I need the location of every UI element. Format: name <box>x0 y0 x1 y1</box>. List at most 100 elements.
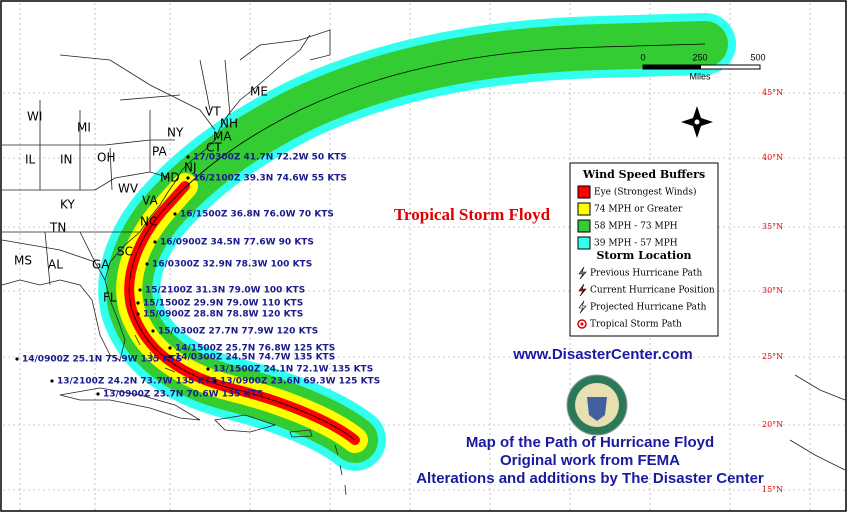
state-label: TN <box>49 221 66 235</box>
state-label: NC <box>140 215 157 229</box>
credit-line: Alterations and additions by The Disaste… <box>416 470 764 487</box>
storm-point <box>213 379 217 383</box>
state-label: AL <box>48 258 63 272</box>
storm-point <box>151 329 155 333</box>
scale-tick-label: 0 <box>640 52 645 62</box>
legend-label: 39 MPH - 57 MPH <box>594 239 678 249</box>
credit-line: Map of the Path of Hurricane Floyd <box>466 434 714 451</box>
latitude-label: 45°N <box>762 88 783 97</box>
storm-point <box>168 346 172 350</box>
state-label: KY <box>60 198 75 212</box>
legend-symbol <box>578 300 587 314</box>
state-label: MS <box>14 254 32 268</box>
storm-point <box>96 392 100 396</box>
legend-swatch <box>577 202 591 216</box>
latitude-label: 30°N <box>762 286 783 295</box>
storm-track <box>128 43 706 441</box>
legend-swatch <box>577 236 591 250</box>
state-label: OH <box>97 151 115 165</box>
state-label: VT <box>205 105 221 119</box>
map-title: Tropical Storm Floyd <box>394 205 551 224</box>
storm-point <box>15 357 19 361</box>
storm-position-label: 16/2100Z 39.3N 74.6W 55 KTS <box>193 174 347 184</box>
legend-swatch <box>577 185 591 199</box>
storm-point <box>136 312 140 316</box>
lesser-antilles <box>334 444 347 496</box>
storm-position-label: 17/0300Z 41.7N 72.2W 50 KTS <box>193 153 347 163</box>
storm-position-label: 15/0900Z 28.8N 78.8W 120 KTS <box>143 310 303 320</box>
legend-label: Projected Hurricane Path <box>590 303 707 313</box>
storm-point <box>145 262 149 266</box>
legend-label: Eye (Strongest Winds) <box>594 187 697 198</box>
state-label: MA <box>213 130 232 144</box>
state-borders <box>2 54 231 286</box>
credit-line: Original work from FEMA <box>500 452 680 469</box>
state-label: IN <box>60 153 73 167</box>
storm-point <box>153 240 157 244</box>
puerto-rico <box>289 429 313 438</box>
state-label: VA <box>142 194 158 208</box>
scale-tick-label: 250 <box>692 52 707 62</box>
scale-tick-label: 500 <box>750 52 765 62</box>
storm-point <box>186 176 190 180</box>
storm-point <box>206 367 210 371</box>
storm-position-label: 14/0900Z 25.1N 75.9W 135 KTS <box>22 355 182 365</box>
state-label: WV <box>118 182 139 196</box>
latitude-label: 15°N <box>762 485 783 494</box>
legend-label: 74 MPH or Greater <box>594 205 683 215</box>
labels: 45°N 40°N 35°N 30°N 25°N 20°N 15°N WI MI NY ME VTNH… <box>14 52 783 494</box>
legend-box <box>569 162 719 337</box>
compass-center <box>693 118 701 126</box>
storm-position-label: 15/0300Z 27.7N 77.9W 120 KTS <box>158 327 318 337</box>
seal-shield <box>587 397 607 421</box>
latitude-label: 40°N <box>762 153 783 162</box>
storm-position-label: 13/0900Z 23.6N 69.3W 125 KTS <box>220 377 380 387</box>
state-label: CT <box>206 141 222 155</box>
legend-symbol <box>578 266 587 280</box>
state-label: MI <box>77 121 91 135</box>
legend-subtitle: Storm Location <box>596 249 691 262</box>
scale-bar-fill <box>643 65 701 69</box>
storm-position-label: 16/0300Z 32.9N 78.3W 100 KTS <box>152 260 312 270</box>
state-label: FL <box>103 291 117 305</box>
storm-position-label: 13/1500Z 24.1N 72.1W 135 KTS <box>213 365 373 375</box>
cuba <box>59 387 201 421</box>
storm-point <box>168 355 172 359</box>
legend-title: Wind Speed Buffers <box>582 168 705 181</box>
state-label: MD <box>160 171 180 185</box>
state-label: WI <box>27 110 42 124</box>
canada-coast <box>239 29 846 471</box>
state-label: SC <box>117 245 133 259</box>
east-coast <box>104 34 311 281</box>
state-label: IL <box>25 153 36 167</box>
state-label: GA <box>92 258 110 272</box>
storm-point <box>138 288 142 292</box>
wind-buffers <box>98 13 736 471</box>
seal <box>566 374 628 436</box>
latitude-label: 25°N <box>762 352 783 361</box>
scale-unit: Miles <box>689 71 711 81</box>
storm-position-label: 16/0900Z 34.5N 77.6W 90 KTS <box>160 238 314 248</box>
storm-position-label: 16/1500Z 36.8N 76.0W 70 KTS <box>180 210 334 220</box>
storm-position-label: 14/1500Z 25.7N 76.8W 125 KTS <box>175 344 335 354</box>
storm-point <box>136 301 140 305</box>
legend-symbol <box>578 283 587 297</box>
storm-point <box>173 212 177 216</box>
website: www.DisasterCenter.com <box>512 346 693 363</box>
hispaniola <box>214 414 277 433</box>
storm-point <box>50 379 54 383</box>
storm-point <box>186 155 190 159</box>
storm-position-label: 14/0300Z 24.5N 74.7W 135 KTS <box>175 353 335 363</box>
state-label: NH <box>220 117 238 131</box>
storm-position-label: 15/2100Z 31.3N 79.0W 100 KTS <box>145 286 305 296</box>
legend-label: 58 MPH - 73 MPH <box>594 222 678 232</box>
legend-symbol-dot <box>580 322 584 326</box>
state-label: NJ <box>184 161 197 175</box>
legend-label: Tropical Storm Path <box>590 320 682 330</box>
latitude-label: 20°N <box>762 420 783 429</box>
state-label: NY <box>167 126 184 140</box>
storm-position-label: 15/1500Z 29.9N 79.0W 110 KTS <box>143 299 303 309</box>
storm-position-label: 13/0900Z 23.7N 70.6W 135 KTS <box>103 390 263 400</box>
bahamas <box>134 334 193 384</box>
